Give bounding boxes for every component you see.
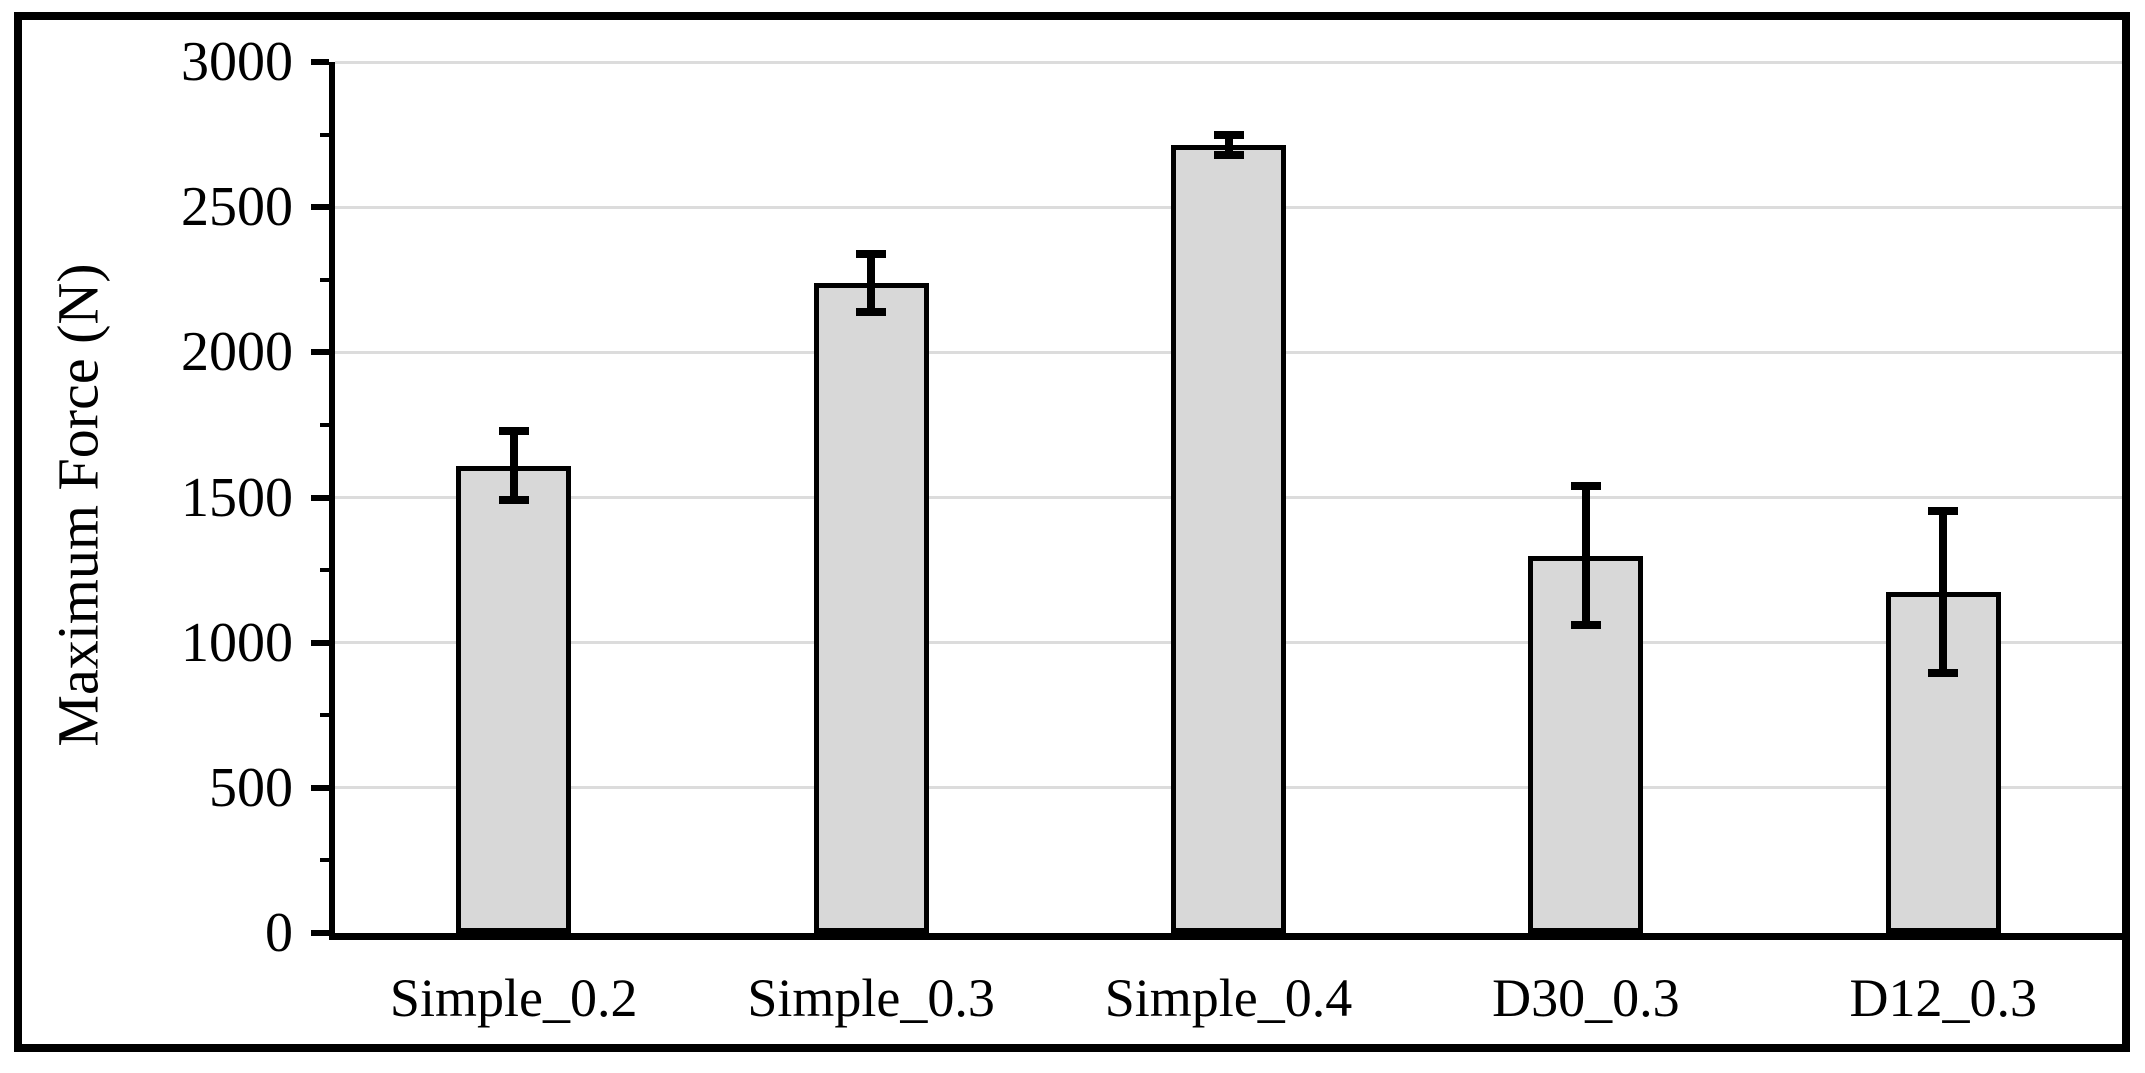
y-axis-minor-tick bbox=[320, 132, 329, 137]
figure-border-frame bbox=[14, 12, 2130, 1052]
y-tick-label: 1000 bbox=[181, 611, 293, 674]
y-axis-minor-tick bbox=[320, 277, 329, 282]
error-bar-top-cap bbox=[1213, 130, 1244, 139]
y-tick-label: 1500 bbox=[181, 466, 293, 529]
bar bbox=[813, 282, 929, 933]
y-axis-line bbox=[329, 62, 335, 933]
x-category-label: Simple_0.4 bbox=[1104, 968, 1353, 1028]
x-category-label: Simple_0.3 bbox=[747, 968, 995, 1028]
y-tick-label: 3000 bbox=[181, 31, 293, 93]
x-category-label: D12_0.3 bbox=[1849, 968, 2038, 1028]
y-tick-label: 0 bbox=[265, 902, 293, 964]
x-category-label: Simple_0.2 bbox=[389, 968, 638, 1028]
y-axis-minor-tick bbox=[320, 858, 329, 863]
x-axis-line bbox=[329, 933, 2122, 940]
error-bar-line bbox=[1224, 134, 1233, 155]
error-bar-top-cap bbox=[856, 249, 887, 258]
bar bbox=[456, 465, 572, 933]
y-tick-label: 500 bbox=[209, 756, 293, 819]
error-bar-top-cap bbox=[498, 426, 529, 435]
error-bar-bottom-cap bbox=[1213, 150, 1244, 159]
error-bar-line bbox=[1939, 510, 1948, 674]
y-axis-minor-tick bbox=[320, 568, 329, 573]
y-axis-major-tick bbox=[311, 639, 329, 646]
x-category-label: D30_0.3 bbox=[1492, 968, 1680, 1028]
error-bar-top-cap bbox=[1928, 506, 1959, 515]
error-bar-bottom-cap bbox=[1570, 621, 1601, 630]
y-axis-major-tick bbox=[311, 349, 329, 356]
error-bar-bottom-cap bbox=[856, 307, 887, 316]
plot-area: 0 500 1000 1500 2000 2500 3000 Simple_0.2 Simple… bbox=[181, 34, 2122, 1028]
y-axis-major-tick bbox=[311, 59, 329, 65]
y-axis-title: Maximum Force (N) bbox=[45, 263, 111, 747]
error-bar-line bbox=[509, 430, 518, 501]
error-bar-bottom-cap bbox=[1928, 669, 1959, 678]
y-axis-major-tick bbox=[311, 930, 329, 936]
y-axis-minor-tick bbox=[320, 422, 329, 427]
gridline bbox=[335, 60, 2122, 64]
bar bbox=[1171, 144, 1286, 933]
error-bar-bottom-cap bbox=[498, 496, 529, 505]
error-bar-top-cap bbox=[1570, 481, 1601, 490]
y-axis-major-tick bbox=[311, 784, 329, 791]
y-axis-minor-tick bbox=[320, 713, 329, 718]
y-axis-major-tick bbox=[311, 204, 329, 211]
error-bar-line bbox=[867, 253, 876, 312]
error-bar-line bbox=[1581, 485, 1590, 626]
y-tick-label: 2000 bbox=[181, 321, 293, 384]
y-tick-label: 2500 bbox=[181, 176, 293, 239]
y-axis-major-tick bbox=[311, 494, 329, 501]
